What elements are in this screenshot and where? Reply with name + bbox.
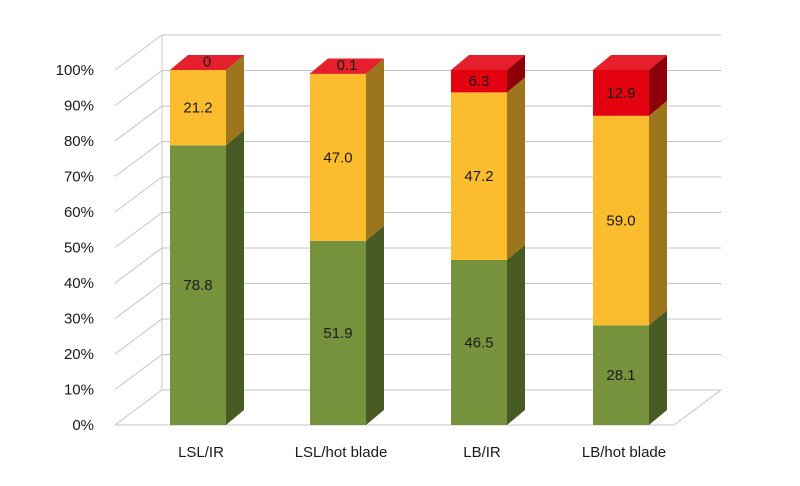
y-tick-label: 50%	[64, 240, 94, 257]
data-label: 59.0	[606, 213, 635, 230]
category-label: LB/IR	[463, 444, 501, 461]
bar-segment-side	[226, 55, 244, 145]
category-labels: LSL/IR LSL/hot blade LB/IR LB/hot blade	[178, 444, 666, 461]
bar-segment-side	[366, 226, 384, 425]
bar-group: 51.9 47.0 0.1	[310, 57, 384, 425]
y-tick-label: 0%	[72, 417, 94, 434]
bar-segment-side	[507, 77, 525, 260]
bar-segment-side	[366, 59, 384, 241]
y-tick-label: 30%	[64, 311, 94, 328]
bar-segment-side	[649, 101, 667, 325]
y-tick-label: 100%	[56, 62, 94, 79]
data-label: 47.0	[323, 149, 352, 166]
y-tick-label: 90%	[64, 98, 94, 115]
data-label: 78.8	[183, 277, 212, 294]
category-label: LSL/hot blade	[295, 444, 388, 461]
data-label: 47.2	[464, 168, 493, 185]
bar-segment-side	[507, 245, 525, 425]
data-label: 28.1	[606, 367, 635, 384]
y-tick-label: 60%	[64, 204, 94, 221]
data-label: 6.3	[469, 73, 490, 90]
category-label: LB/hot blade	[582, 444, 666, 461]
y-tick-label: 10%	[64, 382, 94, 399]
y-tick-label: 70%	[64, 169, 94, 186]
data-label: 0.1	[337, 57, 358, 74]
data-label: 51.9	[323, 325, 352, 342]
data-label: 12.9	[606, 85, 635, 102]
bar-group: 28.1 59.0 12.9	[593, 55, 667, 425]
bar-segment-side	[649, 310, 667, 425]
floor-right-edge	[674, 390, 721, 425]
y-tick-labels: 0% 10% 20% 30% 40% 50% 60% 70% 80% 90% 100%	[56, 62, 94, 434]
y-tick-label: 20%	[64, 346, 94, 363]
bars-layer: 78.8 21.2 0 51.9 47.0 0.1 46.5 47.2 6.3 28.1 59.0 1…	[170, 54, 667, 426]
data-label: 46.5	[464, 334, 493, 351]
bar-group: 78.8 21.2 0	[170, 54, 244, 426]
bar-segment-side	[226, 130, 244, 425]
y-tick-label: 80%	[64, 133, 94, 150]
y-tick-label: 40%	[64, 275, 94, 292]
data-label: 21.2	[183, 100, 212, 117]
data-label: 0	[203, 54, 211, 71]
bar-group: 46.5 47.2 6.3	[451, 55, 525, 425]
category-label: LSL/IR	[178, 444, 224, 461]
